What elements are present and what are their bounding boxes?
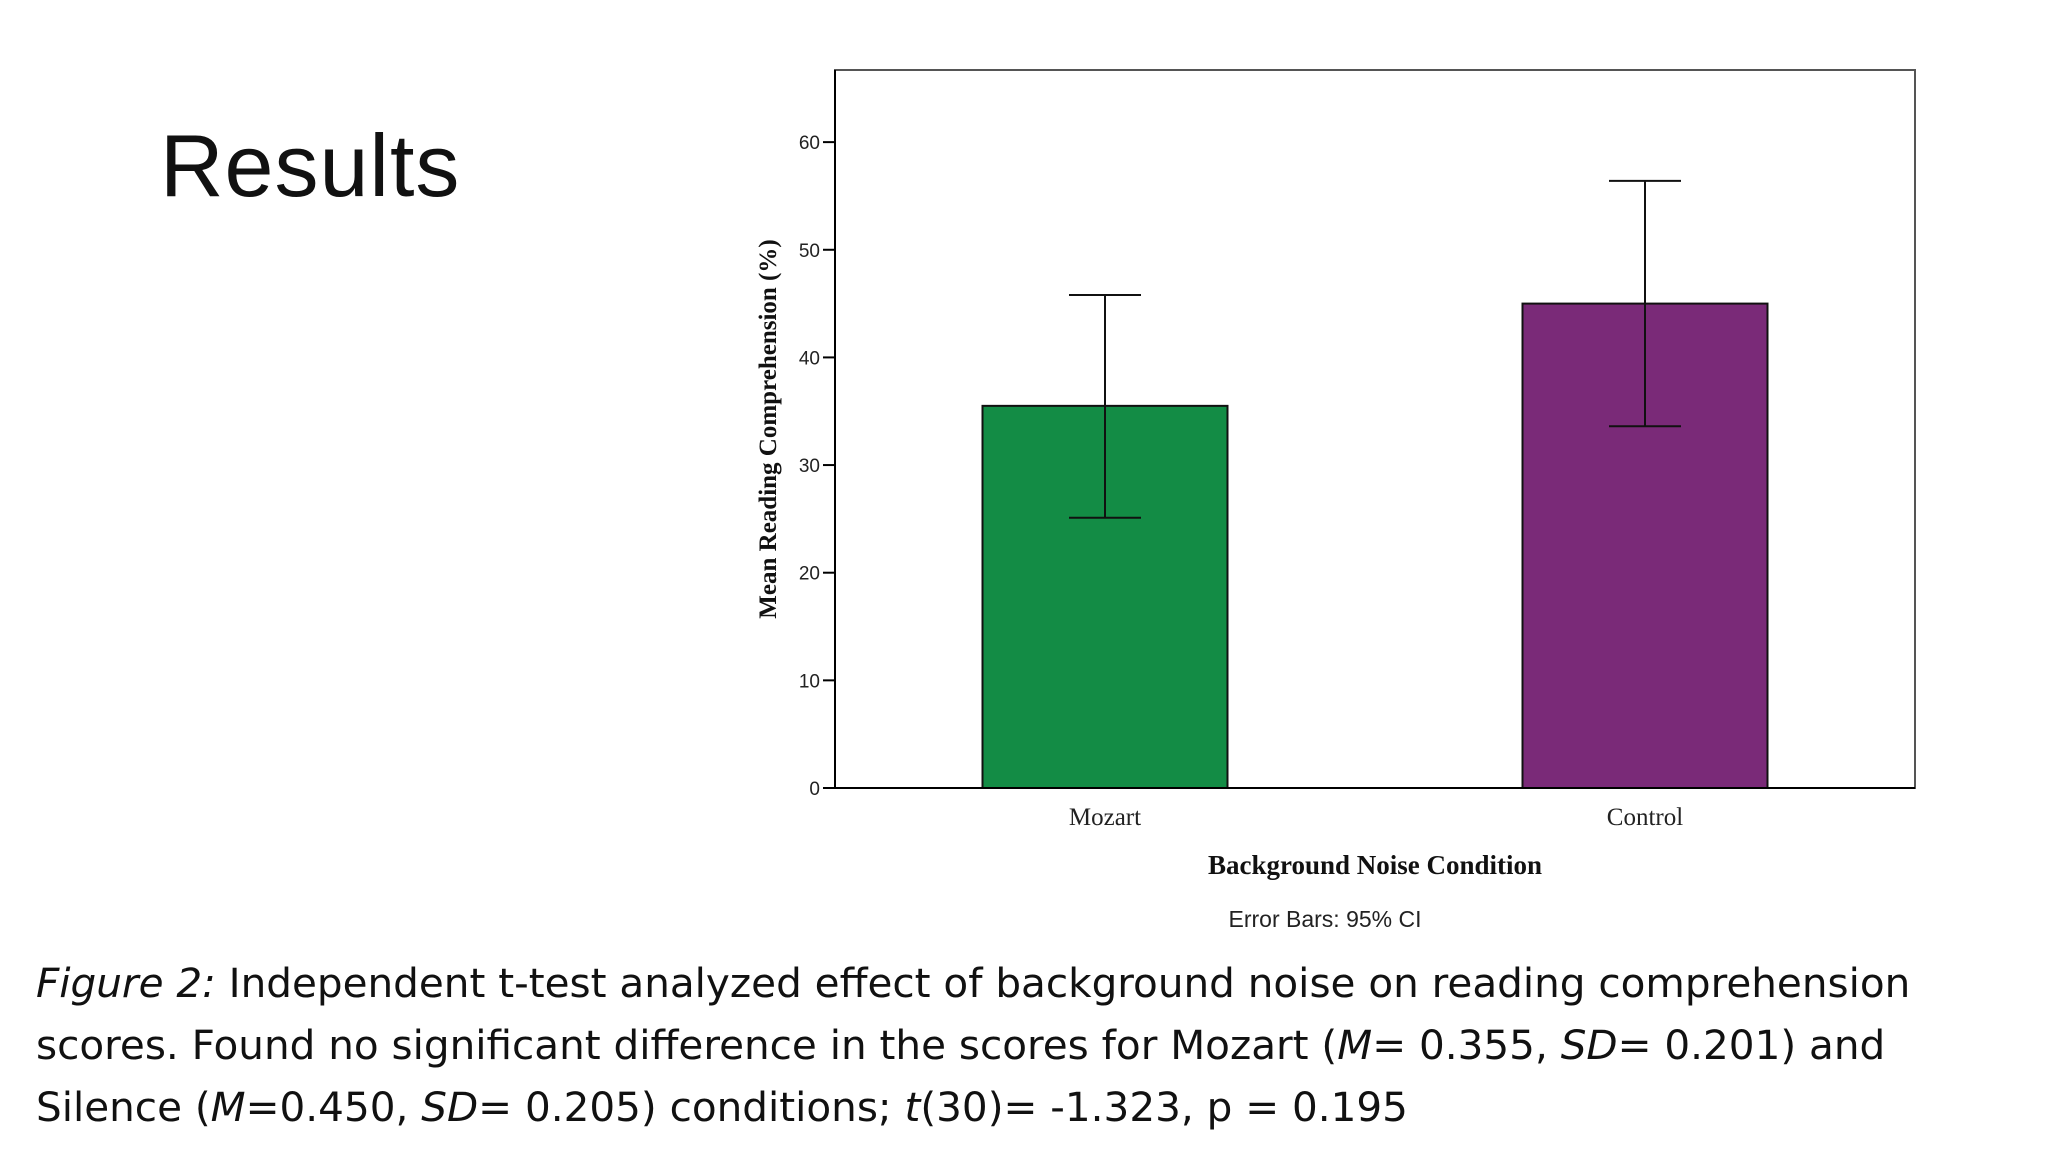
x-tick-label-control: Control [1607, 804, 1683, 831]
error-bars [1069, 179, 1681, 519]
caption-text: = 0.205) conditions; [478, 1083, 905, 1131]
caption-line-1: Figure 2: Independent t-test analyzed ef… [36, 952, 2026, 1014]
caption-stat-symbol: t [904, 1083, 921, 1131]
caption-stat-symbol: SD [421, 1083, 479, 1131]
y-tick-label: 50 [799, 241, 820, 262]
y-axis-label: Mean Reading Comprehension (%) [755, 239, 782, 618]
caption-text: Silence ( [36, 1083, 211, 1131]
y-axis-ticks: 0 10 20 30 40 50 60 [799, 133, 835, 800]
caption-stat-symbol: SD [1560, 1021, 1618, 1069]
error-bars-note: Error Bars: 95% CI [1229, 906, 1422, 932]
y-tick-label: 10 [799, 671, 820, 692]
caption-text: scores. Found no significant difference … [36, 1021, 1338, 1069]
x-axis-label: Background Noise Condition [1208, 850, 1542, 880]
caption-line-2: scores. Found no significant difference … [36, 1014, 2026, 1076]
y-tick-label: 60 [799, 133, 820, 154]
caption-stat-symbol: M [1337, 1021, 1373, 1069]
x-tick-label-mozart: Mozart [1069, 804, 1141, 831]
y-tick-label: 20 [799, 564, 820, 585]
caption-text: = 0.355, [1372, 1021, 1561, 1069]
y-tick-label: 30 [799, 456, 820, 477]
caption-text: = 0.201) and [1617, 1021, 1886, 1069]
caption-text: Independent t-test analyzed effect of ba… [215, 959, 1911, 1007]
y-tick-label: 40 [799, 348, 820, 369]
caption-line-3: Silence (M=0.450, SD= 0.205) conditions;… [36, 1076, 2026, 1138]
caption-stat-symbol: M [210, 1083, 246, 1131]
y-tick-label: 0 [809, 779, 820, 800]
caption-figure-label: Figure 2: [36, 959, 216, 1007]
caption-text: =0.450, [245, 1083, 422, 1131]
x-axis-tick-labels: Mozart Control [1069, 804, 1683, 831]
slide-title: Results [160, 116, 461, 215]
caption-text: (30)= -1.323, p = 0.195 [920, 1083, 1408, 1131]
figure-caption: Figure 2: Independent t-test analyzed ef… [36, 952, 2026, 1138]
